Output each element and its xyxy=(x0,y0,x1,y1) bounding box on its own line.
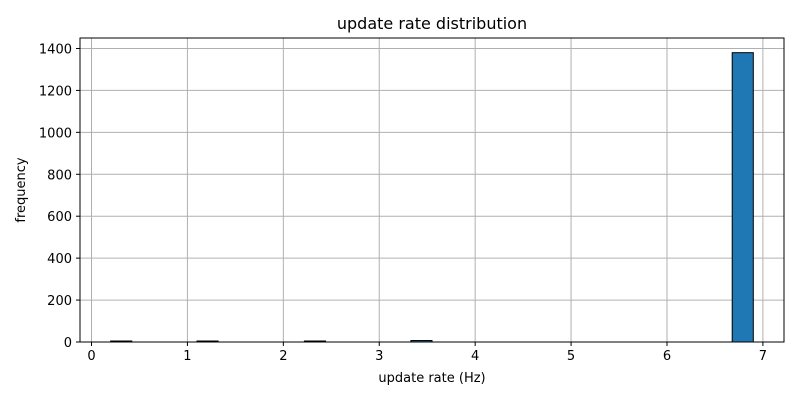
y-axis-title: frequency xyxy=(14,157,29,223)
x-tick-label: 5 xyxy=(567,349,575,364)
x-axis-ticks: 0 1 2 3 4 5 6 7 xyxy=(87,342,767,364)
x-tick-label: 3 xyxy=(375,349,383,364)
x-tick-label: 2 xyxy=(279,349,287,364)
chart-title: update rate distribution xyxy=(337,14,527,33)
y-tick-label: 1200 xyxy=(39,84,72,99)
x-tick-label: 4 xyxy=(471,349,479,364)
y-axis-ticks: 0 200 400 600 800 1000 1200 1400 xyxy=(39,42,80,351)
x-tick-label: 1 xyxy=(183,349,191,364)
y-tick-label: 1000 xyxy=(39,126,72,141)
histogram-bar xyxy=(731,52,754,343)
y-tick-label: 1400 xyxy=(39,42,72,57)
y-tick-label: 400 xyxy=(47,252,72,267)
y-tick-label: 200 xyxy=(47,294,72,309)
x-axis-title: update rate (Hz) xyxy=(378,371,485,386)
x-tick-label: 7 xyxy=(759,349,767,364)
bars xyxy=(110,52,754,343)
grid-lines xyxy=(80,38,784,343)
x-tick-label: 6 xyxy=(663,349,671,364)
y-tick-label: 0 xyxy=(64,336,72,351)
plot-frame xyxy=(79,37,785,343)
y-tick-label: 600 xyxy=(47,210,72,225)
y-tick-label: 800 xyxy=(47,168,72,183)
x-tick-label: 0 xyxy=(87,349,95,364)
